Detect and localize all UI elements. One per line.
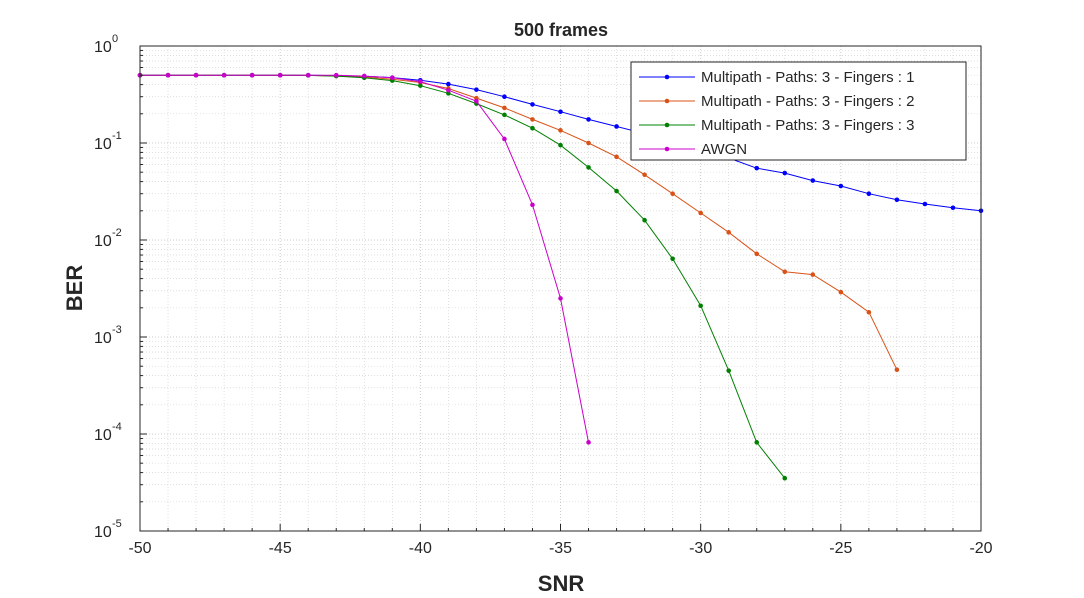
data-point (586, 140, 591, 146)
x-tick-label: -25 (829, 540, 852, 557)
chart-title: 500 frames (514, 20, 608, 40)
data-point (894, 197, 900, 203)
data-point (726, 230, 731, 235)
data-point (754, 440, 760, 445)
x-tick-label: -40 (409, 540, 432, 557)
data-point (277, 72, 283, 78)
x-tick-labels: -50 -45 -40 -35 -30 -25 -20 (128, 540, 992, 557)
legend-label: Multipath - Paths: 3 - Fingers : 2 (701, 93, 914, 110)
data-point (922, 201, 928, 207)
data-point (502, 94, 507, 100)
data-point (446, 81, 451, 87)
data-point (558, 296, 563, 301)
data-point (502, 105, 507, 111)
y-axis-label: BER (62, 265, 87, 312)
x-tick-label: -50 (128, 540, 151, 557)
data-point (642, 172, 647, 178)
data-point (418, 79, 423, 84)
data-point (838, 183, 844, 189)
data-point (530, 117, 535, 122)
data-point (165, 72, 171, 78)
data-point (866, 309, 872, 315)
data-point (614, 188, 619, 194)
data-point (502, 112, 507, 118)
y-tick-label-exponent: -3 (112, 324, 122, 336)
data-point (305, 72, 311, 78)
data-point (754, 251, 760, 257)
data-point (782, 475, 788, 481)
legend-label: Multipath - Paths: 3 - Fingers : 1 (701, 69, 914, 86)
y-tick-label-base: 10 (94, 330, 112, 347)
data-point (698, 210, 703, 216)
data-point (754, 165, 760, 171)
data-point (530, 202, 535, 208)
data-point (950, 205, 956, 211)
series-4 (137, 72, 591, 445)
data-point (474, 98, 479, 104)
data-point (586, 440, 591, 445)
data-point (418, 83, 423, 88)
data-point (614, 154, 619, 160)
y-tick-label-base: 10 (94, 427, 112, 444)
legend-marker (664, 146, 670, 152)
data-point (586, 117, 591, 122)
y-tick-label-exponent: -2 (112, 227, 122, 239)
data-point (558, 142, 563, 148)
data-point (474, 87, 479, 92)
x-tick-label: -45 (269, 540, 292, 557)
data-point (333, 72, 339, 78)
y-tick-label-base: 10 (94, 136, 112, 153)
legend-marker (664, 98, 670, 104)
data-point (670, 256, 675, 262)
data-point (642, 217, 647, 223)
data-point (838, 289, 844, 295)
legend-marker (664, 122, 670, 128)
data-point (810, 272, 816, 277)
data-point (446, 87, 451, 93)
legend: Multipath - Paths: 3 - Fingers : 1 Multip… (630, 61, 967, 161)
legend-label: Multipath - Paths: 3 - Fingers : 3 (701, 117, 914, 134)
legend-label: AWGN (701, 141, 747, 158)
data-point (193, 72, 199, 78)
axis-ticks (139, 45, 982, 532)
y-tick-label-base: 10 (94, 524, 112, 541)
data-point (558, 128, 563, 133)
series-layer (137, 72, 984, 481)
y-tick-label-exponent: -1 (112, 130, 122, 142)
y-tick-label-exponent: -5 (112, 518, 122, 530)
data-point (726, 368, 731, 373)
data-point (221, 72, 227, 78)
data-point (698, 303, 703, 309)
y-tick-label-base: 10 (94, 39, 112, 56)
legend-marker (664, 74, 670, 80)
x-tick-label: -35 (549, 540, 572, 557)
data-point (782, 170, 788, 176)
data-point (361, 73, 367, 79)
data-point (530, 102, 535, 107)
data-point (390, 75, 395, 81)
data-point (782, 269, 788, 275)
data-point (502, 136, 507, 142)
data-point (558, 109, 563, 115)
y-tick-label-base: 10 (94, 233, 112, 250)
data-point (670, 191, 675, 197)
data-point (894, 367, 900, 373)
data-point (530, 125, 535, 131)
x-tick-label: -30 (689, 540, 712, 557)
y-tick-label-exponent: 0 (112, 33, 118, 45)
data-point (810, 178, 816, 183)
data-point (614, 124, 619, 129)
x-axis-label: SNR (538, 571, 585, 596)
y-tick-label-exponent: -4 (112, 421, 122, 433)
data-point (866, 191, 872, 197)
x-tick-label: -20 (969, 540, 992, 557)
legend-box (630, 61, 967, 161)
data-point (586, 165, 591, 170)
data-point (249, 72, 255, 78)
